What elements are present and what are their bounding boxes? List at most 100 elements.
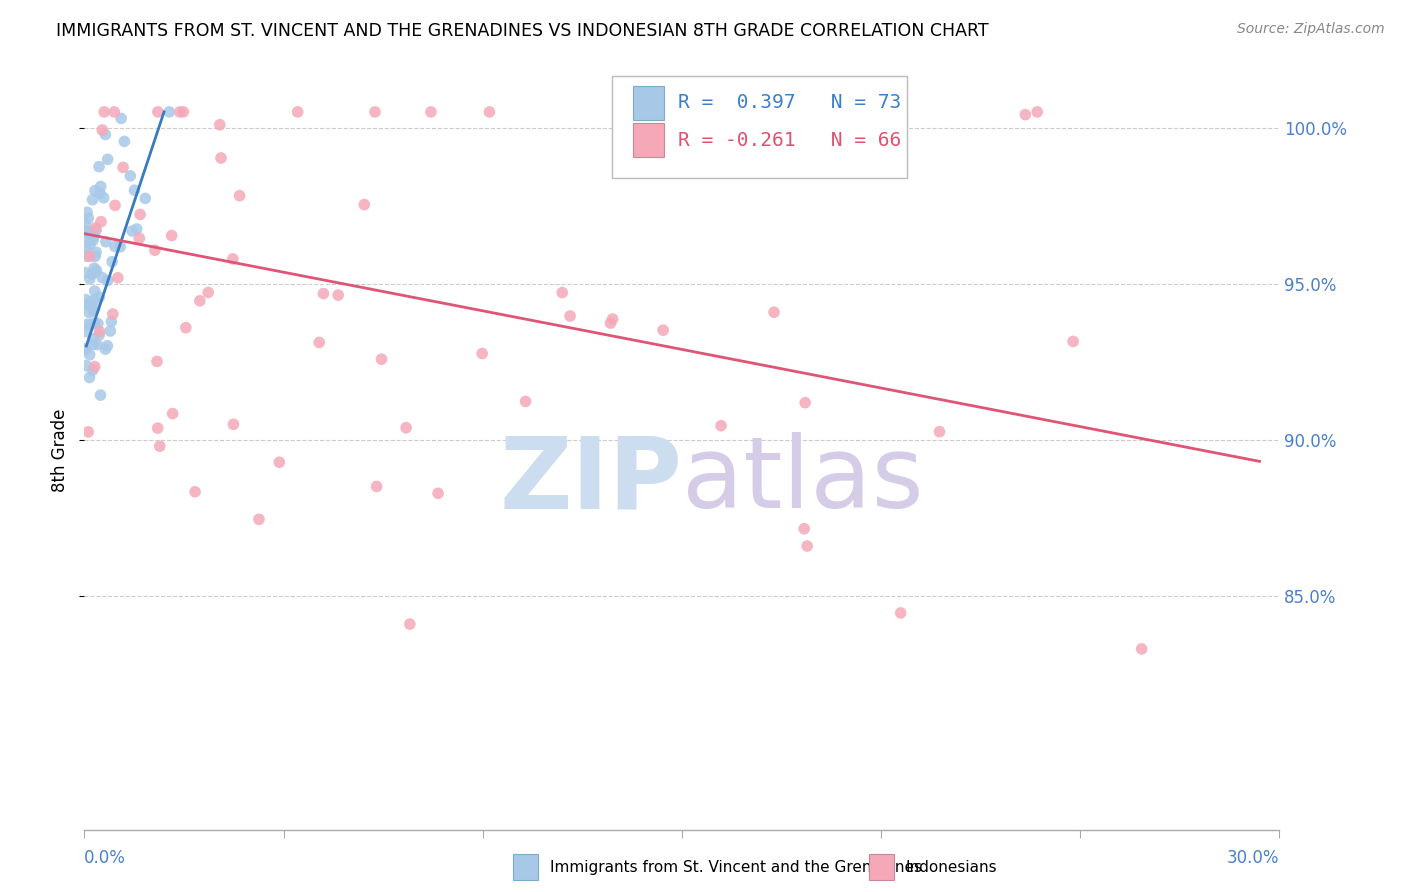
- Text: IMMIGRANTS FROM ST. VINCENT AND THE GRENADINES VS INDONESIAN 8TH GRADE CORRELATI: IMMIGRANTS FROM ST. VINCENT AND THE GREN…: [56, 22, 988, 40]
- Point: [125, 222, 148, 236]
- Point: [143, 244, 166, 258]
- Point: [1130, 641, 1153, 656]
- Point: [94, 235, 117, 249]
- Point: [80, 295, 103, 310]
- Point: [174, 320, 197, 334]
- Text: R = -0.261   N = 66: R = -0.261 N = 66: [678, 130, 901, 150]
- Point: [149, 439, 172, 453]
- Point: [796, 539, 818, 553]
- Point: [75, 241, 97, 255]
- Point: [82, 363, 104, 377]
- Point: [103, 104, 125, 119]
- Point: [100, 314, 122, 328]
- Point: [353, 197, 375, 211]
- Point: [172, 104, 194, 119]
- Point: [83, 284, 105, 298]
- Point: [89, 290, 111, 304]
- Point: [76, 249, 98, 263]
- Point: [91, 270, 114, 285]
- Point: [184, 484, 207, 499]
- Point: [97, 153, 120, 167]
- Y-axis label: 8th Grade: 8th Grade: [51, 409, 69, 492]
- Point: [129, 207, 152, 221]
- Point: [89, 328, 111, 343]
- Point: [101, 307, 124, 321]
- Point: [83, 229, 105, 244]
- Text: ZIP: ZIP: [499, 433, 682, 529]
- Point: [93, 104, 115, 119]
- Point: [76, 297, 98, 311]
- Point: [120, 169, 142, 183]
- Point: [80, 268, 103, 282]
- Point: [162, 407, 184, 421]
- Point: [87, 160, 110, 174]
- Text: atlas: atlas: [682, 433, 924, 529]
- Point: [77, 306, 100, 320]
- Point: [79, 370, 101, 384]
- Point: [1014, 108, 1036, 122]
- Point: [76, 298, 98, 312]
- Point: [558, 309, 581, 323]
- Text: Immigrants from St. Vincent and the Grenadines: Immigrants from St. Vincent and the Gren…: [550, 860, 922, 874]
- Point: [76, 318, 98, 332]
- Point: [112, 135, 135, 149]
- Point: [75, 266, 97, 280]
- Point: [160, 228, 183, 243]
- Point: [79, 249, 101, 263]
- Point: [76, 205, 98, 219]
- Text: Indonesians: Indonesians: [905, 860, 997, 874]
- Point: [599, 316, 621, 330]
- Point: [794, 395, 817, 409]
- Point: [328, 288, 350, 302]
- Point: [287, 104, 309, 119]
- Point: [94, 342, 117, 356]
- Point: [75, 224, 97, 238]
- Point: [222, 417, 245, 432]
- Point: [366, 479, 388, 493]
- Point: [222, 252, 245, 266]
- Point: [308, 335, 330, 350]
- Point: [1026, 104, 1049, 119]
- Point: [146, 104, 169, 119]
- Point: [890, 606, 912, 620]
- Point: [228, 188, 250, 202]
- Point: [75, 217, 97, 231]
- Point: [157, 104, 180, 119]
- Point: [75, 342, 97, 356]
- Point: [97, 273, 120, 287]
- Point: [208, 118, 231, 132]
- Point: [110, 112, 132, 126]
- Point: [104, 198, 127, 212]
- Point: [121, 224, 143, 238]
- Point: [86, 263, 108, 277]
- Point: [89, 186, 111, 201]
- Text: 30.0%: 30.0%: [1227, 848, 1279, 866]
- Point: [89, 388, 111, 402]
- Point: [395, 421, 418, 435]
- Point: [84, 265, 107, 279]
- Text: Source: ZipAtlas.com: Source: ZipAtlas.com: [1237, 22, 1385, 37]
- Point: [82, 304, 104, 318]
- Point: [93, 191, 115, 205]
- Point: [83, 359, 105, 374]
- Point: [75, 342, 97, 356]
- Point: [652, 323, 675, 337]
- Point: [75, 359, 97, 373]
- Point: [91, 123, 114, 137]
- Point: [83, 316, 105, 330]
- Point: [128, 231, 150, 245]
- Point: [104, 239, 127, 253]
- Point: [82, 233, 104, 247]
- Point: [75, 325, 97, 339]
- Point: [471, 346, 494, 360]
- Point: [83, 301, 105, 316]
- Point: [96, 339, 118, 353]
- Point: [83, 261, 105, 276]
- Point: [84, 220, 107, 235]
- Point: [84, 184, 107, 198]
- Point: [101, 254, 124, 268]
- Point: [79, 272, 101, 286]
- Point: [370, 352, 392, 367]
- Text: 0.0%: 0.0%: [84, 848, 127, 866]
- Point: [79, 237, 101, 252]
